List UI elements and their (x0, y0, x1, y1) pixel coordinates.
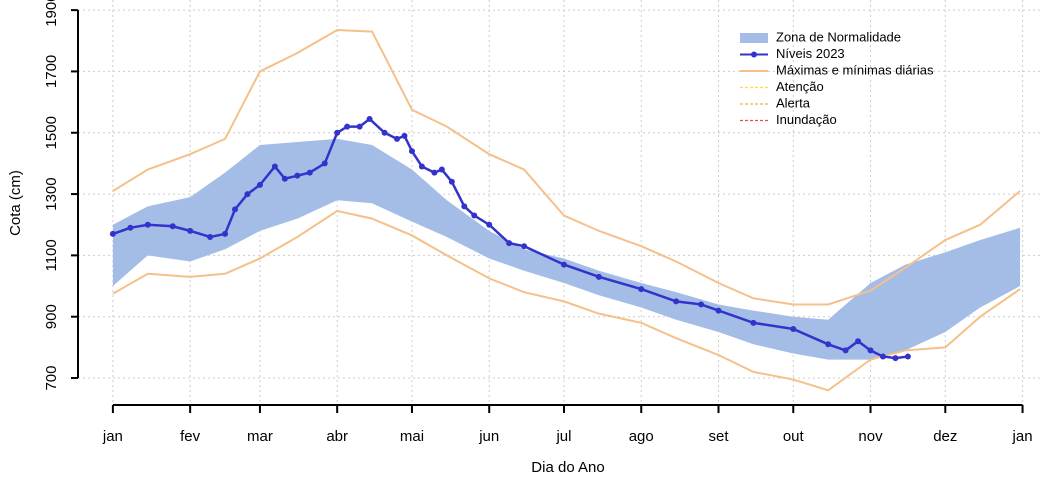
level-point (256, 181, 263, 188)
legend-swatch (751, 51, 757, 58)
level-point (169, 223, 176, 230)
legend-label: Atenção (776, 79, 824, 94)
x-tick-label: dez (933, 428, 957, 445)
x-tick-label: jan (1012, 428, 1033, 445)
level-point (521, 243, 528, 250)
level-point (222, 230, 229, 237)
legend-swatch (740, 33, 768, 43)
x-axis-label: Dia do Ano (531, 459, 604, 476)
level-point (892, 355, 899, 362)
level-point (842, 347, 849, 354)
legend-label: Inundação (776, 112, 837, 127)
x-tick-label: abr (326, 428, 348, 445)
level-point (790, 325, 797, 332)
level-point (486, 221, 493, 228)
level-point (207, 233, 214, 240)
level-point (109, 230, 116, 237)
level-point (448, 178, 455, 185)
level-point (344, 123, 351, 130)
y-tick-label: 700 (43, 366, 60, 391)
y-tick-label: 1700 (43, 55, 60, 88)
level-point (825, 341, 832, 348)
level-point (334, 129, 341, 136)
level-point (560, 261, 567, 268)
y-tick-label: 900 (43, 304, 60, 329)
level-point (867, 347, 874, 354)
level-point (638, 286, 645, 293)
x-tick-label: nov (858, 428, 883, 445)
level-point (595, 273, 602, 280)
level-point (294, 172, 301, 179)
legend-label: Níveis 2023 (776, 46, 845, 61)
x-tick-label: jun (478, 428, 499, 445)
y-tick-label: 1900 (43, 0, 60, 27)
y-tick-label: 1500 (43, 116, 60, 149)
legend-label: Máximas e mínimas diárias (776, 62, 934, 77)
level-point (715, 307, 722, 314)
x-tick-label: jan (102, 428, 123, 445)
y-tick-label: 1300 (43, 177, 60, 210)
x-tick-label: fev (180, 428, 201, 445)
x-tick-label: mai (400, 428, 424, 445)
level-point (127, 224, 134, 231)
level-point (855, 338, 862, 345)
level-point (356, 123, 363, 130)
level-point (698, 301, 705, 308)
x-tick-label: jul (555, 428, 571, 445)
y-tick-label: 1100 (43, 239, 60, 271)
level-point (401, 132, 408, 139)
legend-label: Zona de Normalidade (776, 29, 901, 44)
level-point (904, 353, 911, 360)
extreme-line (112, 29, 1021, 306)
x-tick-label: out (783, 428, 805, 445)
level-point (418, 163, 425, 170)
level-point (232, 206, 239, 213)
level-point (879, 353, 886, 360)
level-point (281, 175, 288, 182)
level-point (431, 169, 438, 176)
level-point (271, 163, 278, 170)
level-point (750, 319, 757, 326)
level-point (394, 135, 401, 142)
level-point (366, 115, 373, 122)
level-point (381, 129, 388, 136)
level-point (471, 212, 478, 219)
level-point (187, 227, 194, 234)
x-tick-label: mar (247, 428, 273, 445)
level-point (673, 298, 680, 305)
level-point (408, 148, 415, 155)
level-point (321, 160, 328, 167)
level-point (144, 221, 151, 228)
normal-zone (112, 138, 1021, 360)
level-point (506, 240, 513, 247)
level-point (306, 169, 313, 176)
y-axis-label: Cota (cm) (7, 170, 24, 236)
extreme-line (112, 209, 1021, 392)
level-point (244, 191, 251, 198)
x-tick-label: set (708, 428, 729, 445)
legend-label: Alerta (776, 95, 811, 110)
level-point (461, 203, 468, 210)
level-point (438, 166, 445, 173)
x-tick-label: ago (629, 428, 654, 445)
